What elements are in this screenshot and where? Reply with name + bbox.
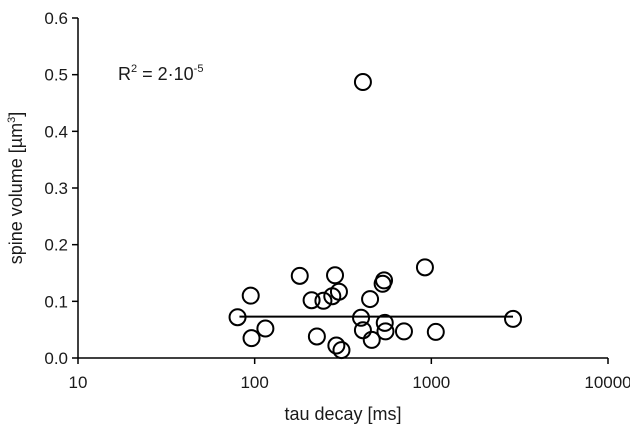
y-tick-label: 0.2: [44, 236, 68, 255]
y-tick-label: 0.0: [44, 349, 68, 368]
x-tick-label: 10: [69, 373, 88, 392]
r-squared-exp: -5: [194, 63, 204, 75]
r-squared-eq: = 2·10: [137, 64, 194, 84]
y-tick-label: 0.4: [44, 122, 68, 141]
data-point: [362, 330, 381, 349]
data-point: [327, 336, 346, 355]
data-point: [394, 322, 413, 341]
y-tick-label: 0.1: [44, 292, 68, 311]
x-tick-label: 1000: [412, 373, 450, 392]
data-points: [228, 73, 523, 360]
y-ticks: 0.0 0.1 0.2 0.3 0.4 0.5 0.6: [44, 9, 78, 368]
y-tick-label: 0.3: [44, 179, 68, 198]
data-point: [332, 341, 351, 360]
data-point: [307, 327, 326, 346]
r-squared-r: R: [118, 64, 131, 84]
y-axis-title-suffix: ]: [6, 112, 26, 117]
data-point: [375, 271, 394, 290]
x-ticks: 10 100 1000 10000: [69, 358, 630, 392]
data-point: [329, 282, 348, 301]
x-axis: 10 100 1000 10000: [69, 357, 630, 392]
data-point: [504, 309, 523, 328]
r-squared-r-exp: 2: [131, 63, 137, 75]
data-point: [376, 322, 395, 341]
y-axis-title-exp: 3: [6, 117, 18, 123]
data-point: [326, 266, 345, 285]
data-point: [314, 291, 333, 310]
y-axis-title-unit: µm: [6, 123, 26, 148]
y-axis-title: spine volume [µm3]: [6, 112, 26, 265]
y-tick-label: 0.5: [44, 66, 68, 85]
data-point: [352, 308, 371, 327]
data-point: [415, 258, 434, 277]
data-point: [302, 291, 321, 310]
data-point: [375, 313, 394, 332]
y-tick-label: 0.6: [44, 9, 68, 28]
y-axis-title-prefix: spine volume [: [6, 148, 26, 264]
x-axis-title: tau decay [ms]: [284, 404, 401, 424]
data-point: [353, 73, 372, 92]
data-point: [290, 266, 309, 285]
data-point: [256, 319, 275, 338]
data-point: [242, 329, 261, 348]
y-axis: 0.0 0.1 0.2 0.3 0.4 0.5 0.6: [44, 9, 79, 368]
data-point: [241, 286, 260, 305]
x-tick-label: 100: [240, 373, 268, 392]
data-point: [426, 322, 445, 341]
data-point: [361, 290, 380, 309]
x-tick-label: 10000: [584, 373, 630, 392]
r-squared-annotation: R2 = 2·10-5: [118, 63, 203, 84]
data-point: [228, 308, 247, 327]
